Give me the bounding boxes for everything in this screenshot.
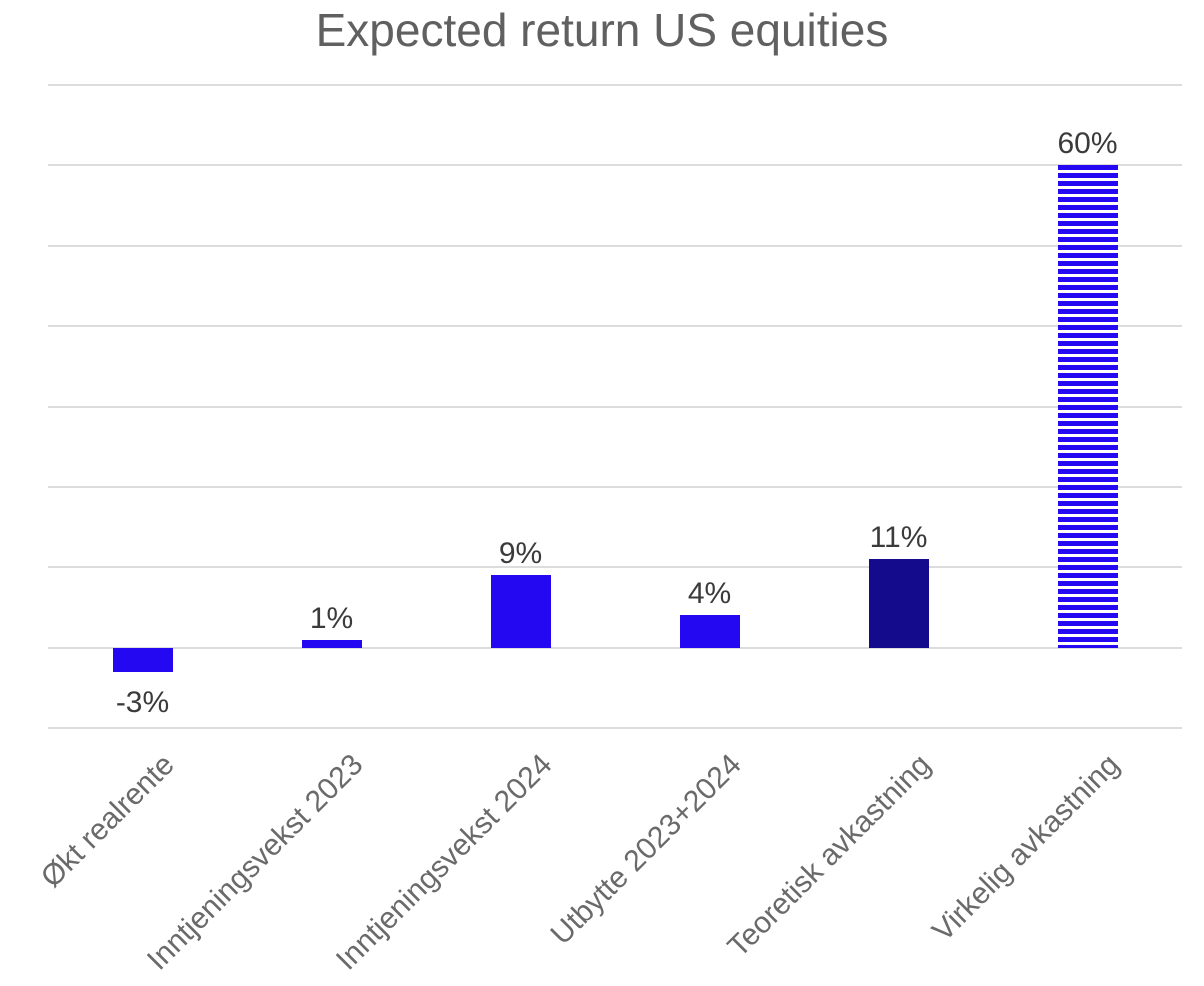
bar-value-label: 1%: [309, 601, 354, 635]
bar-value-label: 60%: [1057, 127, 1118, 161]
gridline: [48, 84, 1182, 86]
bar-value-label: 11%: [869, 521, 928, 555]
gridline: [48, 244, 1182, 247]
bar-value-label: 4%: [687, 577, 732, 611]
bar: [301, 639, 362, 648]
gridline: [48, 727, 1182, 729]
x-axis-label: Teoretisk avkastning: [721, 748, 937, 964]
bar-value-label: 9%: [498, 537, 543, 571]
bar-value-label: -3%: [115, 685, 170, 719]
x-axis-label: Virkelig avkastning: [926, 748, 1126, 948]
gridline: [48, 485, 1182, 488]
gridline: [48, 164, 1182, 167]
bar: [490, 575, 551, 648]
gridline: [48, 566, 1182, 569]
chart-title: Expected return US equities: [315, 4, 889, 56]
bar: [1057, 165, 1118, 648]
x-axis-label: Økt realrente: [34, 748, 181, 894]
bar: [679, 615, 740, 648]
x-axis-label: Utbytte 2023+2024: [544, 748, 748, 952]
gridline: [48, 646, 1182, 649]
gridline: [48, 325, 1182, 328]
x-axis-label: Inntjeningsvekst 2023: [141, 748, 370, 977]
gridline: [48, 405, 1182, 408]
bar: [868, 559, 929, 648]
bar: [112, 647, 173, 672]
x-axis-label: Inntjeningsvekst 2024: [330, 748, 559, 977]
